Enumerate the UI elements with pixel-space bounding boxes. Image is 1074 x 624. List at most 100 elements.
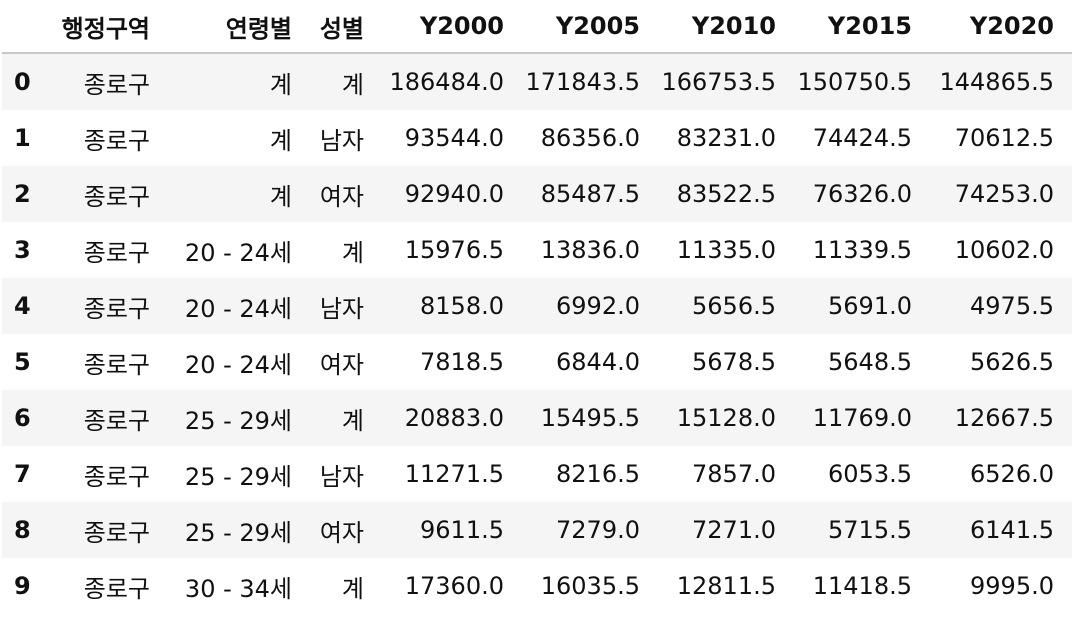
cell-sex: 계 — [341, 238, 364, 267]
cell-y2005: 6844.0 — [556, 348, 640, 376]
cell-y2000: 7818.5 — [420, 348, 504, 376]
row-index: 5 — [14, 348, 31, 376]
cell-y2015: 74424.5 — [812, 124, 912, 152]
row-index: 8 — [14, 516, 31, 544]
cell-y2015: 5648.5 — [828, 348, 912, 376]
cell-y2010: 5656.5 — [692, 292, 776, 320]
row-index: 7 — [14, 460, 31, 488]
cell-y2015: 76326.0 — [812, 180, 912, 208]
row-index: 3 — [14, 236, 31, 264]
table-row: 0 종로구 계 계 186484.0 171843.5 166753.5 150… — [2, 53, 1072, 110]
row-index: 6 — [14, 404, 31, 432]
cell-y2020: 144865.5 — [939, 68, 1054, 96]
cell-district: 종로구 — [83, 70, 150, 99]
cell-y2000: 15976.5 — [404, 236, 504, 264]
cell-district: 종로구 — [83, 462, 150, 491]
cell-y2000: 93544.0 — [404, 124, 504, 152]
cell-age-group: 계 — [269, 182, 292, 211]
cell-y2005: 8216.5 — [556, 460, 640, 488]
cell-y2010: 7271.0 — [692, 516, 776, 544]
row-index: 0 — [14, 68, 31, 96]
cell-y2010: 166753.5 — [661, 68, 776, 96]
cell-y2005: 86356.0 — [540, 124, 640, 152]
table-row: 5 종로구 20 - 24세 여자 7818.5 6844.0 5678.5 5… — [2, 334, 1072, 390]
cell-y2005: 16035.5 — [540, 572, 640, 600]
header-y2000: Y2000 — [364, 0, 504, 54]
row-index: 4 — [14, 292, 31, 320]
table-row: 4 종로구 20 - 24세 남자 8158.0 6992.0 5656.5 5… — [2, 278, 1072, 334]
cell-y2000: 9611.5 — [420, 516, 504, 544]
header-age-group: 연령별 — [150, 0, 292, 54]
cell-y2005: 85487.5 — [540, 180, 640, 208]
row-index: 9 — [14, 572, 31, 600]
cell-district: 종로구 — [83, 518, 150, 547]
cell-y2010: 15128.0 — [676, 404, 776, 432]
cell-y2005: 7279.0 — [556, 516, 640, 544]
cell-y2015: 5691.0 — [828, 292, 912, 320]
cell-y2020: 74253.0 — [954, 180, 1054, 208]
cell-y2015: 5715.5 — [828, 516, 912, 544]
cell-sex: 여자 — [319, 182, 364, 211]
cell-sex: 여자 — [319, 518, 364, 547]
cell-y2020: 12667.5 — [954, 404, 1054, 432]
cell-age-group: 25 - 29세 — [184, 462, 292, 491]
cell-y2000: 17360.0 — [404, 572, 504, 600]
cell-district: 종로구 — [83, 126, 150, 155]
table-row: 7 종로구 25 - 29세 남자 11271.5 8216.5 7857.0 … — [2, 446, 1072, 502]
cell-y2020: 10602.0 — [954, 236, 1054, 264]
cell-y2010: 5678.5 — [692, 348, 776, 376]
header-row: 행정구역 연령별 성별 Y2000 Y2005 Y2010 Y2015 Y202… — [2, 0, 1072, 54]
cell-sex: 계 — [341, 574, 364, 603]
cell-district: 종로구 — [83, 238, 150, 267]
table-header: 행정구역 연령별 성별 Y2000 Y2005 Y2010 Y2015 Y202… — [2, 0, 1072, 54]
cell-sex: 여자 — [319, 350, 364, 379]
cell-age-group: 25 - 29세 — [184, 406, 292, 435]
cell-y2020: 70612.5 — [954, 124, 1054, 152]
cell-age-group: 20 - 24세 — [184, 294, 292, 323]
table-row: 1 종로구 계 남자 93544.0 86356.0 83231.0 74424… — [2, 110, 1072, 166]
cell-y2000: 8158.0 — [420, 292, 504, 320]
table-row: 8 종로구 25 - 29세 여자 9611.5 7279.0 7271.0 5… — [2, 502, 1072, 558]
header-district: 행정구역 — [58, 0, 150, 54]
cell-y2015: 11339.5 — [812, 236, 912, 264]
cell-district: 종로구 — [83, 350, 150, 379]
cell-y2000: 92940.0 — [404, 180, 504, 208]
cell-y2010: 83522.5 — [676, 180, 776, 208]
table-body: 0 종로구 계 계 186484.0 171843.5 166753.5 150… — [2, 53, 1072, 614]
cell-age-group: 30 - 34세 — [184, 574, 292, 603]
cell-age-group: 20 - 24세 — [184, 238, 292, 267]
cell-y2005: 171843.5 — [525, 68, 640, 96]
header-y2010: Y2010 — [640, 0, 776, 54]
header-sex: 성별 — [292, 0, 364, 54]
cell-district: 종로구 — [83, 182, 150, 211]
table-row: 3 종로구 20 - 24세 계 15976.5 13836.0 11335.0… — [2, 222, 1072, 278]
cell-y2015: 6053.5 — [828, 460, 912, 488]
cell-district: 종로구 — [83, 294, 150, 323]
cell-y2015: 11418.5 — [812, 572, 912, 600]
cell-y2000: 11271.5 — [404, 460, 504, 488]
cell-y2015: 150750.5 — [797, 68, 912, 96]
cell-y2020: 9995.0 — [970, 572, 1054, 600]
cell-y2010: 12811.5 — [676, 572, 776, 600]
cell-y2010: 11335.0 — [676, 236, 776, 264]
table-row: 2 종로구 계 여자 92940.0 85487.5 83522.5 76326… — [2, 166, 1072, 222]
cell-age-group: 20 - 24세 — [184, 350, 292, 379]
table-row: 9 종로구 30 - 34세 계 17360.0 16035.5 12811.5… — [2, 558, 1072, 614]
cell-sex: 계 — [341, 70, 364, 99]
cell-y2010: 83231.0 — [676, 124, 776, 152]
cell-y2005: 6992.0 — [556, 292, 640, 320]
cell-sex: 계 — [341, 406, 364, 435]
header-index-blank — [2, 0, 58, 54]
cell-district: 종로구 — [83, 406, 150, 435]
cell-age-group: 계 — [269, 70, 292, 99]
cell-y2020: 6526.0 — [970, 460, 1054, 488]
cell-sex: 남자 — [319, 126, 364, 155]
cell-age-group: 25 - 29세 — [184, 518, 292, 547]
cell-y2005: 13836.0 — [540, 236, 640, 264]
cell-y2005: 15495.5 — [540, 404, 640, 432]
cell-district: 종로구 — [83, 574, 150, 603]
cell-y2020: 5626.5 — [970, 348, 1054, 376]
header-y2015: Y2015 — [776, 0, 912, 54]
cell-age-group: 계 — [269, 126, 292, 155]
